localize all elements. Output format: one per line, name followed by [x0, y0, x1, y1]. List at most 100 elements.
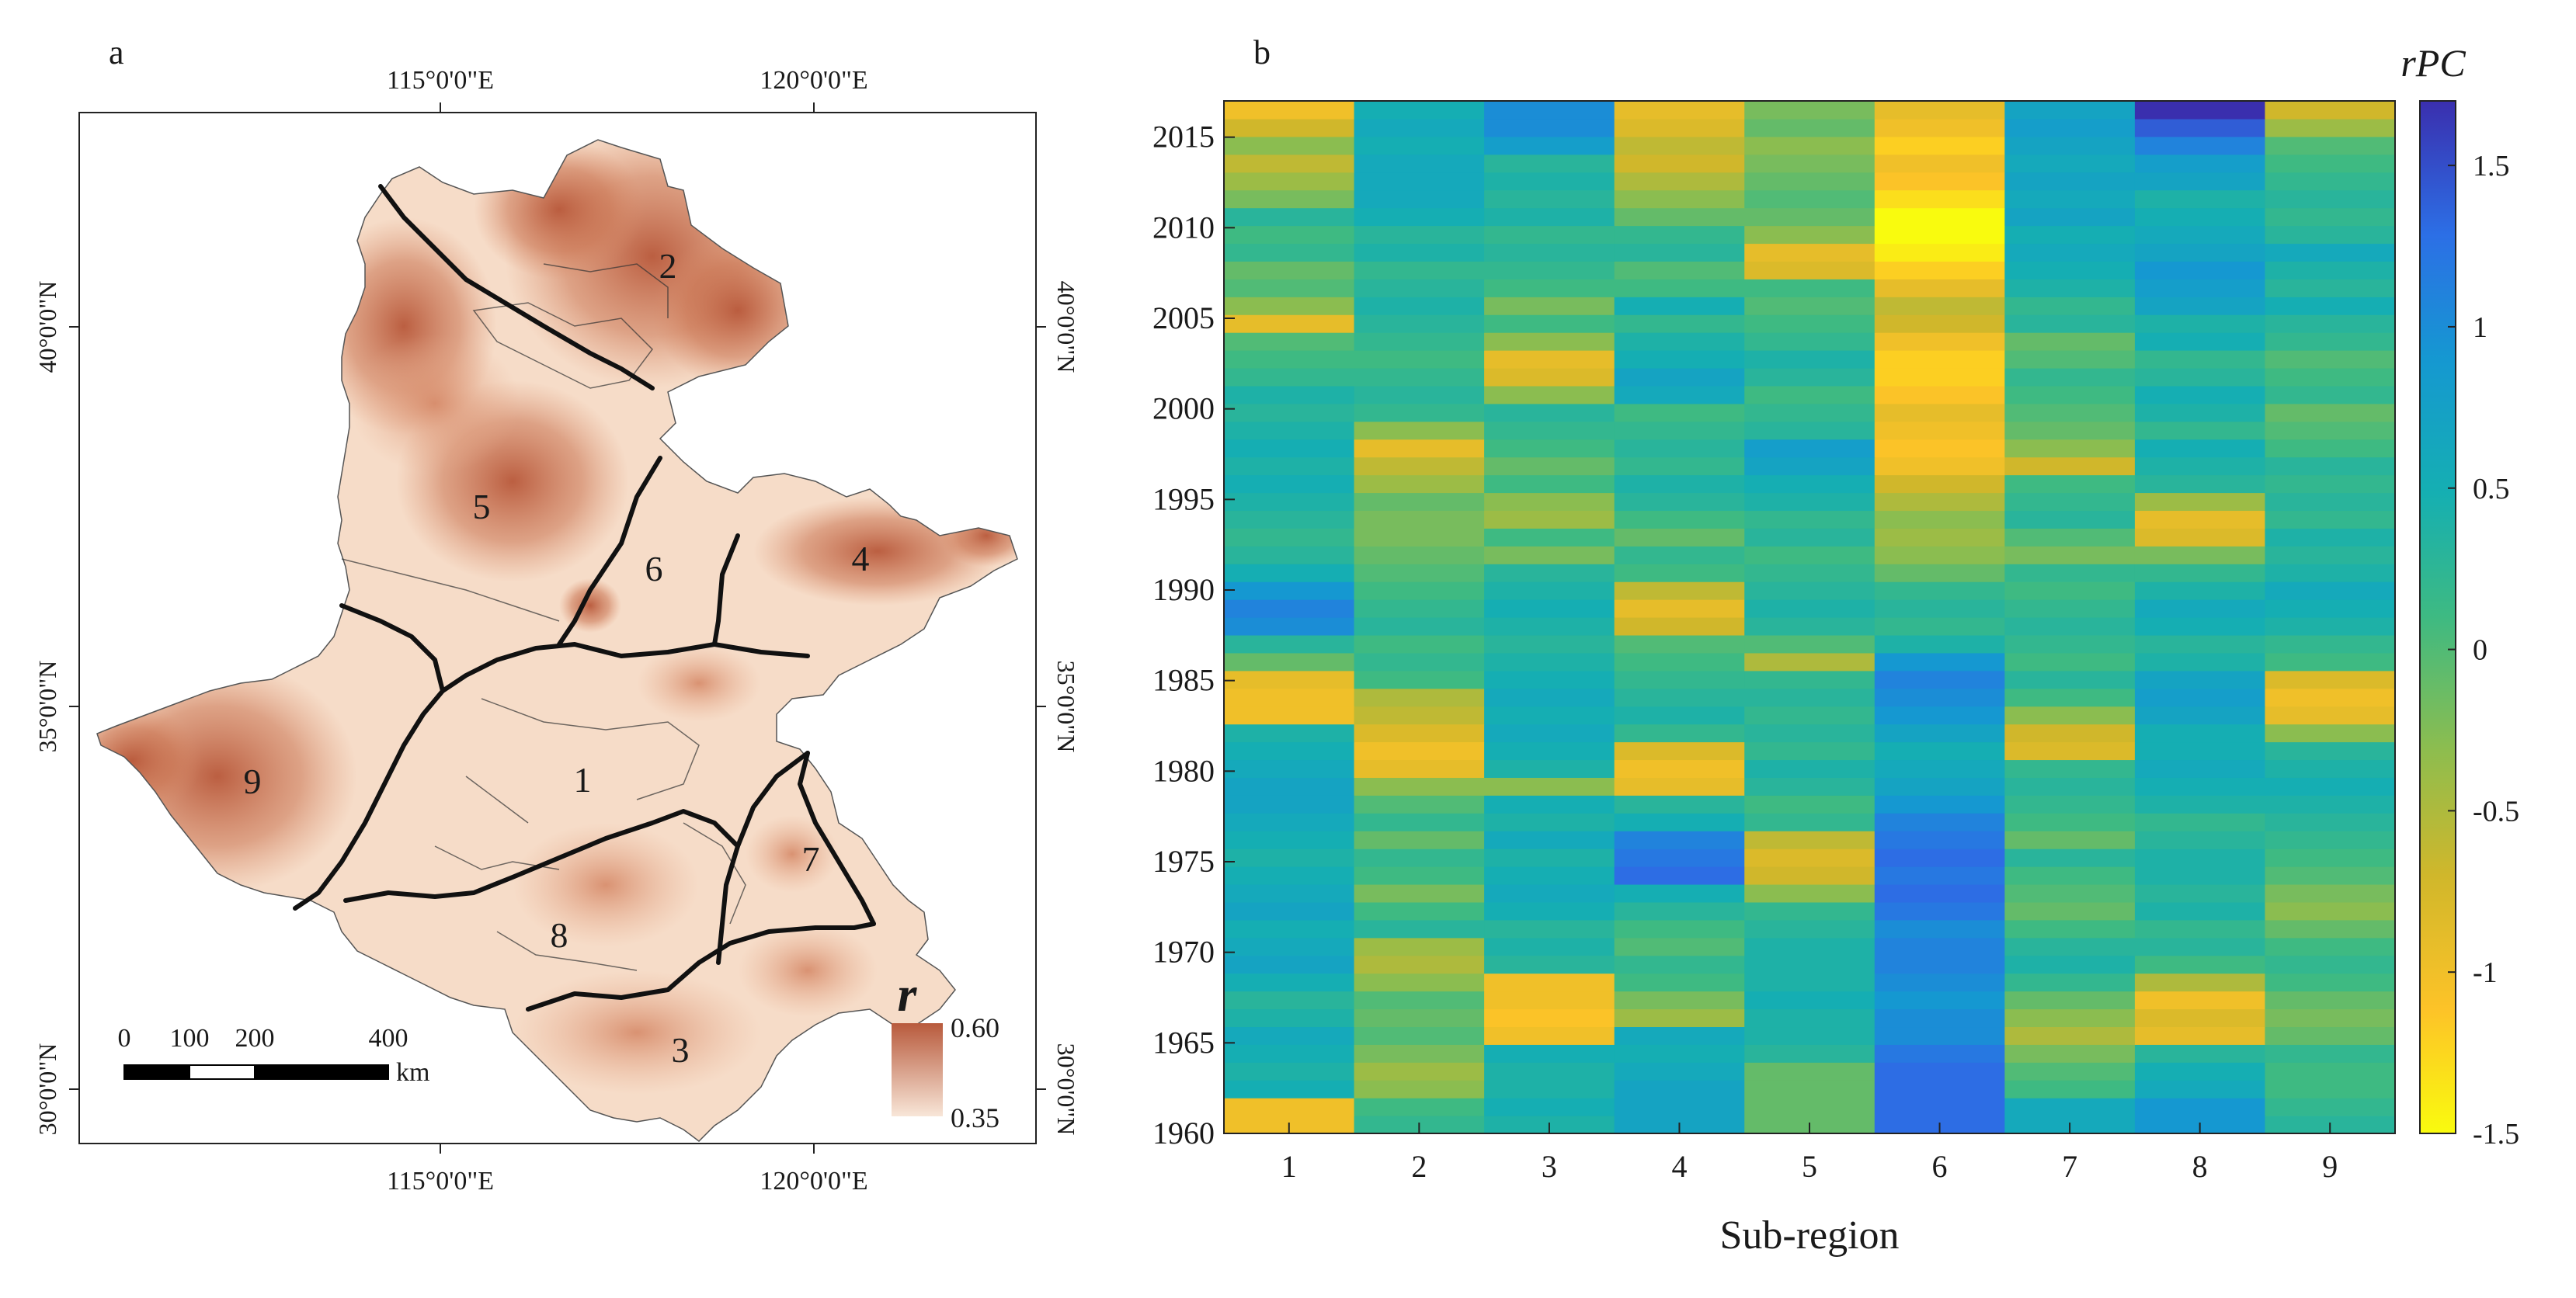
heatmap-cell: [1354, 172, 1485, 191]
heatmap-cell: [1744, 367, 1876, 387]
heatmap-cell: [1354, 831, 1485, 849]
heatmap-cell: [2134, 759, 2266, 778]
heatmap-cell: [2265, 456, 2396, 476]
heatmap-cell: [1484, 1044, 1615, 1063]
region-label-8: 8: [551, 915, 568, 955]
heatmap-cell: [1874, 350, 2005, 369]
x-tick-label: 2: [1411, 1149, 1427, 1184]
heatmap-cell: [2134, 225, 2266, 245]
heatmap-cell: [1874, 385, 2005, 404]
heatmap-cell: [2004, 1098, 2136, 1116]
heatmap-cell: [1484, 1062, 1615, 1081]
heatmap-cell: [1354, 883, 1485, 903]
heatmap-cell: [2004, 688, 2136, 707]
heatmap-cell: [2265, 1080, 2396, 1098]
heatmap-cell: [1874, 724, 2005, 743]
heatmap-cell: [1224, 919, 1355, 939]
heatmap-cell: [2265, 101, 2396, 120]
heatmap-cell: [1354, 1062, 1485, 1081]
heatmap-cell: [1614, 901, 1745, 921]
colorbar-tick-label: 1.5: [2473, 150, 2510, 182]
heatmap-cell: [1874, 901, 2005, 921]
heatmap-cell: [1484, 279, 1615, 297]
heatmap-cell: [1874, 439, 2005, 458]
heatmap-cell: [1484, 883, 1615, 903]
heatmap-cell: [2004, 866, 2136, 885]
heatmap-cell: [1484, 118, 1615, 137]
heatmap-cell: [1874, 1062, 2005, 1081]
heatmap-cell: [2134, 883, 2266, 903]
heatmap-cell: [1614, 706, 1745, 725]
heatmap-cell: [2134, 261, 2266, 279]
heatmap-cell: [2265, 439, 2396, 458]
region-label-2: 2: [659, 246, 677, 286]
heatmap-cell: [1874, 937, 2005, 956]
heatmap-cell: [1354, 581, 1485, 600]
heatmap-cell: [1744, 617, 1876, 636]
heatmap-cell: [2004, 474, 2136, 494]
heatmap-cell: [2134, 617, 2266, 636]
heatmap-cell: [1224, 883, 1355, 903]
heatmap-cell: [1744, 350, 1876, 369]
heatmap-cell: [1614, 919, 1745, 939]
heatmap-cell: [1874, 189, 2005, 209]
heatmap-cell: [1354, 759, 1485, 778]
heatmap-cell: [1224, 385, 1355, 404]
subregion-boundaries: [293, 184, 876, 1012]
heatmap-cell: [1354, 991, 1485, 1010]
y-tick-label: 1995: [1152, 481, 1215, 516]
heatmap-cell: [1484, 528, 1615, 547]
heatmap-cell: [2134, 599, 2266, 618]
heatmap-cell: [1224, 617, 1355, 636]
heatmap-cell: [2134, 510, 2266, 529]
heatmap-cell: [2134, 1008, 2266, 1028]
heatmap-cell: [1354, 403, 1485, 422]
heatmap-cell: [1874, 581, 2005, 600]
heatmap-cell: [1744, 652, 1876, 672]
heatmap-cell: [1224, 759, 1355, 778]
heatmap-cell: [2265, 474, 2396, 494]
heatmap-cell: [1354, 919, 1485, 939]
heatmap-cell: [2004, 564, 2136, 582]
heatmap-cell: [1614, 546, 1745, 564]
heatmap-cell: [2004, 297, 2136, 315]
heatmap-cell: [1744, 421, 1876, 440]
heatmap-cell: [1354, 510, 1485, 529]
heatmap-cell: [1744, 670, 1876, 689]
x-tick-label: 7: [2062, 1149, 2077, 1184]
heatmap-cell: [2134, 795, 2266, 814]
x-tick-label: 8: [2192, 1149, 2208, 1184]
r-legend: r 0.60 0.35: [892, 967, 999, 1133]
heatmap-cell: [1484, 492, 1615, 512]
heatmap-cell: [1874, 225, 2005, 245]
heatmap-cell: [1354, 332, 1485, 351]
heatmap-cell: [1224, 136, 1355, 155]
heatmap-cell: [2004, 1062, 2136, 1081]
heatmap-cell: [1874, 492, 2005, 512]
heatmap-cell: [1354, 564, 1485, 582]
colorbar-ramp: [2419, 100, 2456, 1134]
heatmap-cell: [1354, 474, 1485, 494]
heatmap-cell: [1484, 510, 1615, 529]
heatmap-cell: [1874, 421, 2005, 440]
heatmap-cell: [1744, 1062, 1876, 1081]
heatmap-cell: [2004, 1044, 2136, 1063]
x-tick-label: 5: [1802, 1149, 1817, 1184]
heatmap-cell: [1614, 421, 1745, 440]
heatmap-cell: [2265, 207, 2396, 227]
heatmap-cell: [1484, 385, 1615, 404]
heatmap-cell: [2134, 367, 2266, 387]
heatmap-cell: [2004, 279, 2136, 297]
heatmap-cell: [2004, 901, 2136, 921]
heatmap-cell: [2265, 385, 2396, 404]
heatmap-cell: [1874, 510, 2005, 529]
y-tick-label: 1985: [1152, 663, 1215, 698]
lat-label-right-40: 40°0'0"N: [1052, 281, 1080, 373]
heatmap-cell: [2004, 634, 2136, 654]
heatmap-cell: [2004, 883, 2136, 903]
heatmap-cell: [1224, 279, 1355, 297]
y-tick-label: 2015: [1152, 120, 1215, 154]
heatmap-cell: [2265, 617, 2396, 636]
heatmap-cell: [1224, 955, 1355, 974]
heatmap-cell: [2004, 937, 2136, 956]
